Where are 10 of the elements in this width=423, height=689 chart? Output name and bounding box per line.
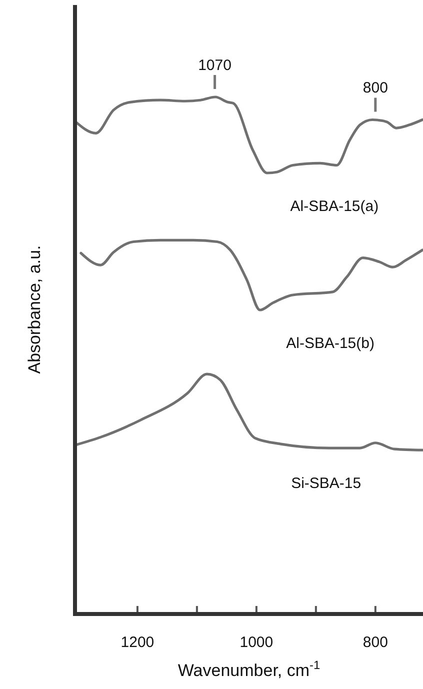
- series-label: Si-SBA-15: [291, 475, 362, 492]
- y-axis-title: Absorbance, a.u.: [25, 245, 44, 374]
- annotation: 1070: [198, 57, 232, 74]
- x-tick-label: 1200: [120, 634, 154, 651]
- series-label: Al-SBA-15(a): [290, 198, 379, 215]
- x-tick-label: 800: [362, 634, 388, 651]
- x-axis-title: Wavenumber, cm$^{-1}$: [178, 658, 320, 680]
- x-tick-label: 1000: [240, 634, 274, 651]
- text: Al-SBA-15(b): [286, 335, 375, 352]
- annotation: 800: [362, 80, 388, 97]
